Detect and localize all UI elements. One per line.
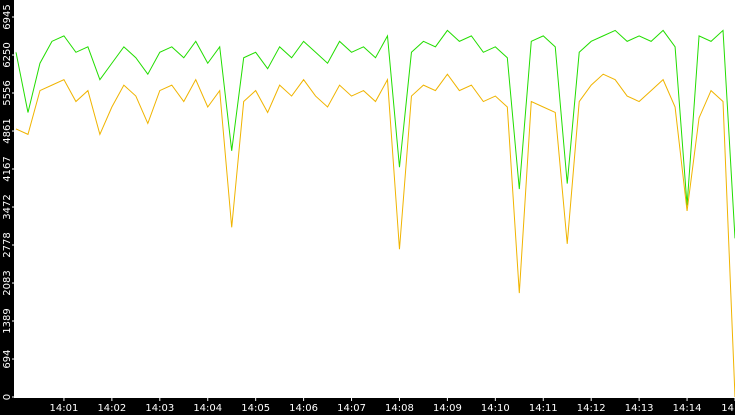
y-tick-label: 2083 <box>2 270 13 295</box>
y-tick-label: 2778 <box>2 232 13 257</box>
x-tick-label: 14 <box>721 403 734 414</box>
series-line <box>15 29 735 239</box>
series-line <box>15 73 735 398</box>
x-tick-label: 14:14 <box>673 403 702 414</box>
x-tick-label: 14:13 <box>625 403 654 414</box>
y-tick-label: 694 <box>2 349 13 368</box>
x-tick-label: 14:01 <box>50 403 79 414</box>
y-tick-label: 1389 <box>2 308 13 333</box>
x-tick-label: 14:10 <box>481 403 510 414</box>
x-tick-label: 14:11 <box>529 403 558 414</box>
x-tick-label: 14:05 <box>241 403 270 414</box>
y-tick-label: 0 <box>2 394 13 400</box>
y-tick-label: 6945 <box>2 4 13 29</box>
x-tick-label: 14:03 <box>145 403 174 414</box>
y-tick-label: 3472 <box>2 194 13 219</box>
x-tick-label: 14:07 <box>337 403 366 414</box>
y-tick-label: 4167 <box>2 156 13 181</box>
x-tick-label: 14:08 <box>385 403 414 414</box>
x-tick-label: 14:02 <box>97 403 126 414</box>
plot-area <box>14 0 735 398</box>
x-tick-label: 14:04 <box>193 403 222 414</box>
x-tick-label: 14:12 <box>577 403 606 414</box>
y-tick-label: 5556 <box>2 80 13 105</box>
x-tick-label: 14:09 <box>433 403 462 414</box>
y-tick-label: 6250 <box>2 42 13 67</box>
y-tick-label: 4861 <box>2 118 13 143</box>
x-tick-label: 14:06 <box>289 403 318 414</box>
